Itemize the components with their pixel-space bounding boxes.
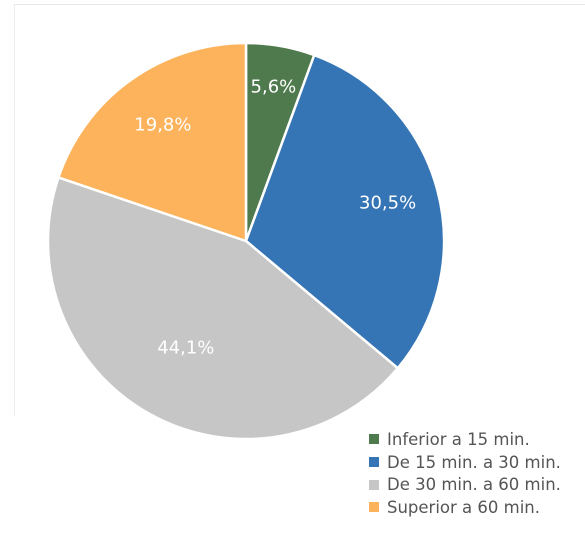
pie-slice-de-15-min-a-30-min [244,53,446,370]
data-label-de-30-min-a-60-min: 44,1% [157,338,214,359]
legend-swatch [369,502,379,513]
legend-item-de-15-min-a-30-min: De 15 min. a 30 min. [369,451,561,474]
chart-legend: Inferior a 15 min. De 15 min. a 30 min. De… [369,428,561,519]
pie-slice-de-30-min-a-60-min [46,176,400,441]
chart-frame-top-border [14,4,585,5]
pie-slice-superior-a-60-min [57,41,248,243]
legend-label: Superior a 60 min. [387,497,541,517]
legend-swatch [369,457,379,468]
legend-label: De 15 min. a 30 min. [387,452,561,472]
legend-label: De 30 min. a 60 min. [387,475,561,495]
data-label-superior-a-60-min: 19,8% [134,115,191,136]
legend-swatch [369,434,379,445]
legend-label: Inferior a 15 min. [387,429,530,449]
legend-item-superior-a-60-min: Superior a 60 min. [369,496,561,519]
chart-frame-left-border [14,4,15,416]
data-label-de-15-min-a-30-min: 30,5% [359,193,416,214]
legend-item-inferior-a-15-min: Inferior a 15 min. [369,428,561,451]
data-label-inferior-a-15-min: 5,6% [251,77,297,98]
legend-swatch [369,479,379,490]
legend-item-de-30-min-a-60-min: De 30 min. a 60 min. [369,473,561,496]
